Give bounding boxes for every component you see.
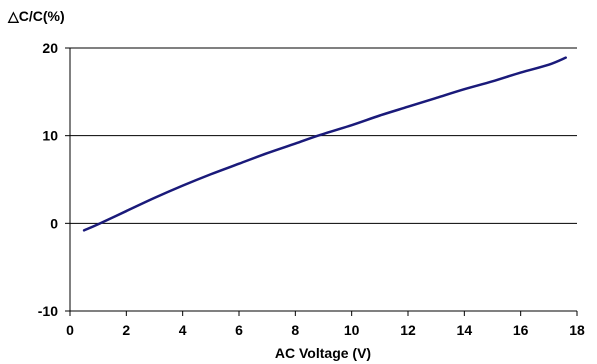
y-axis-title: △C/C(%) (7, 8, 65, 24)
x-tick-label: 18 (569, 322, 585, 338)
x-axis-title: AC Voltage (V) (275, 345, 371, 361)
x-tick-label: 6 (235, 322, 243, 338)
x-tick-label: 14 (457, 322, 473, 338)
axes (65, 47, 578, 316)
series-layer (82, 56, 567, 232)
x-tick-label: 12 (400, 322, 416, 338)
y-tick-label: 20 (42, 40, 58, 56)
y-tick-label: 10 (42, 128, 58, 144)
y-tick-label: -10 (38, 303, 58, 319)
x-tick-label: 4 (179, 322, 187, 338)
y-tick-label: 0 (50, 215, 58, 231)
x-tick-label: 16 (513, 322, 529, 338)
x-tick-label: 0 (66, 322, 74, 338)
x-tick-label: 2 (122, 322, 130, 338)
series-line-0 (82, 56, 567, 232)
x-tick-label: 10 (344, 322, 360, 338)
x-tick-label: 8 (291, 322, 299, 338)
tick-labels: -10 0 10 20 0 2 4 6 8 10 12 14 16 18 (38, 40, 585, 338)
gridlines (70, 47, 577, 224)
